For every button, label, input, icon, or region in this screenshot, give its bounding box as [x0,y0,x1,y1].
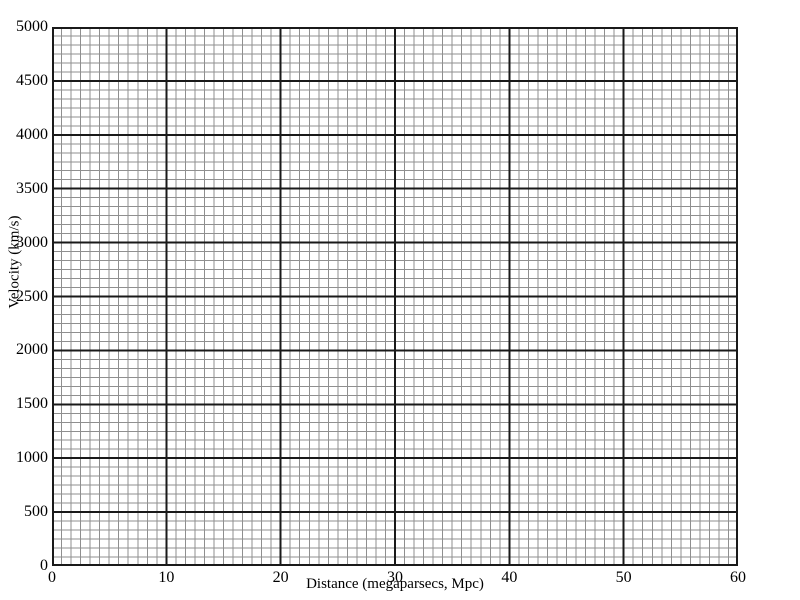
y-tick-label: 3500 [16,179,48,197]
y-tick-label: 0 [40,557,48,574]
y-tick-label: 2000 [16,341,48,359]
x-tick-label: 50 [615,569,632,586]
y-tick-label: 3000 [16,233,48,251]
x-tick-label: 0 [48,569,56,586]
x-tick-label: 60 [730,569,746,586]
x-tick-label: 40 [501,569,518,586]
y-tick-label: 1500 [16,395,48,413]
plot-area [52,27,738,566]
y-tick-label: 4000 [16,125,48,143]
y-tick-label: 2500 [16,287,48,305]
grid-paper [52,27,738,566]
x-tick-label: 30 [387,569,403,586]
y-tick-label: 500 [24,503,48,521]
x-tick-label: 10 [158,569,175,586]
y-tick-label: 1000 [16,449,48,467]
x-tick-label: 20 [272,569,289,586]
y-tick-label: 4500 [16,71,48,89]
x-axis-title: Distance (megaparsecs, Mpc) [306,576,484,592]
y-tick-label: 5000 [16,18,48,35]
